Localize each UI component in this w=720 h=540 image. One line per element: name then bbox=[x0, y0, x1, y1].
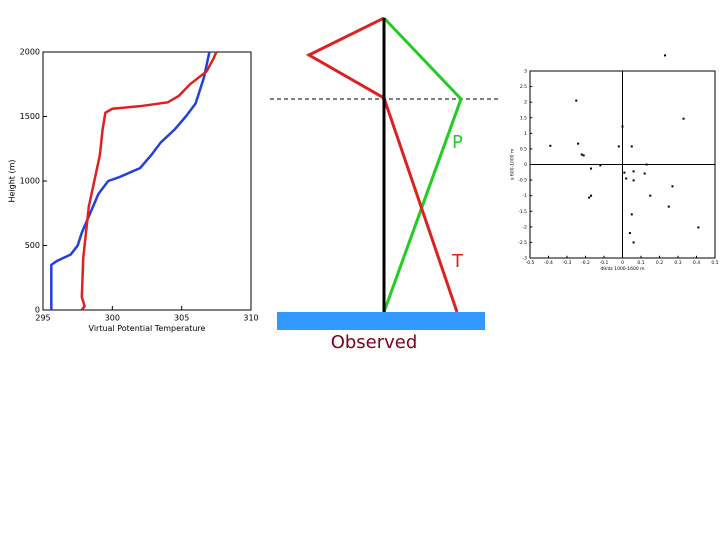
t-label: T bbox=[451, 251, 464, 272]
y-tick-label: 1000 bbox=[20, 177, 40, 186]
y-tick-label: -2.5 bbox=[518, 240, 527, 246]
point bbox=[549, 144, 552, 147]
y-tick-label: 2 bbox=[524, 100, 527, 106]
y-axis-label: u 600-1000 m bbox=[510, 149, 516, 181]
x-tick-label: 0.4 bbox=[693, 260, 700, 266]
point bbox=[580, 153, 583, 156]
x-axis-label: Virtual Potential Temperature bbox=[89, 324, 206, 333]
x-tick-label: 0 bbox=[621, 260, 624, 266]
point bbox=[632, 179, 635, 182]
x-tick-label: -0.5 bbox=[526, 260, 535, 266]
x-tick-label: -0.3 bbox=[563, 260, 572, 266]
x-tick-label: 305 bbox=[174, 314, 189, 323]
t-line bbox=[305, 16, 459, 313]
y-tick-label: -1.5 bbox=[518, 209, 527, 215]
point bbox=[697, 226, 700, 229]
point bbox=[577, 142, 580, 145]
x-tick-label: 0.1 bbox=[637, 260, 644, 266]
point bbox=[621, 125, 624, 128]
caption: Observed bbox=[331, 332, 418, 353]
point bbox=[632, 170, 635, 173]
y-tick-label: 1.5 bbox=[520, 115, 527, 121]
point bbox=[623, 171, 626, 174]
point bbox=[667, 205, 670, 208]
y-tick-label: 2.5 bbox=[520, 84, 527, 90]
x-tick-label: -0.2 bbox=[581, 260, 590, 266]
p-line bbox=[382, 16, 463, 313]
point bbox=[617, 145, 620, 148]
point bbox=[682, 117, 685, 120]
point bbox=[649, 194, 652, 197]
y-tick-label: 0.5 bbox=[520, 146, 527, 152]
profile-line bbox=[80, 51, 218, 311]
point bbox=[625, 177, 628, 180]
x-tick-label: -0.4 bbox=[544, 260, 553, 266]
y-tick-label: 500 bbox=[25, 241, 40, 250]
point bbox=[575, 99, 578, 102]
x-tick-label: -0.1 bbox=[600, 260, 609, 266]
point bbox=[582, 154, 585, 157]
point bbox=[590, 167, 593, 170]
x-tick-label: 300 bbox=[105, 314, 120, 323]
x-tick-label: 0.2 bbox=[656, 260, 663, 266]
y-tick-label: 2000 bbox=[20, 48, 40, 57]
plot-frame bbox=[42, 51, 252, 311]
point bbox=[671, 185, 674, 188]
ground bbox=[277, 312, 485, 330]
point bbox=[590, 194, 593, 197]
y-tick-label: 0 bbox=[35, 306, 40, 315]
x-tick-label: 310 bbox=[243, 314, 258, 323]
y-tick-label: -1 bbox=[523, 193, 528, 199]
x-axis-label: dθ/dz 1000-1600 m bbox=[600, 266, 644, 272]
x-tick-label: 0.3 bbox=[674, 260, 681, 266]
y-tick-label: 1 bbox=[524, 131, 527, 137]
point bbox=[643, 172, 646, 175]
y-tick-label: -2 bbox=[523, 224, 528, 230]
point bbox=[645, 163, 648, 166]
y-tick-label: -0.5 bbox=[518, 178, 527, 184]
point bbox=[632, 241, 635, 244]
x-tick-label: 295 bbox=[35, 314, 50, 323]
y-tick-label: 0 bbox=[524, 162, 527, 168]
profile-line bbox=[50, 51, 211, 310]
y-tick-label: -3 bbox=[523, 256, 528, 262]
point bbox=[628, 232, 631, 235]
p-label: P bbox=[452, 132, 463, 153]
point bbox=[664, 54, 667, 57]
point bbox=[588, 196, 591, 199]
y-tick-label: 1500 bbox=[20, 112, 40, 121]
point bbox=[630, 145, 633, 148]
x-tick-label: 0.5 bbox=[711, 260, 718, 266]
point bbox=[630, 213, 633, 216]
point bbox=[599, 164, 602, 167]
y-axis-label: Height (m) bbox=[8, 159, 17, 202]
y-tick-label: 3 bbox=[524, 69, 527, 75]
